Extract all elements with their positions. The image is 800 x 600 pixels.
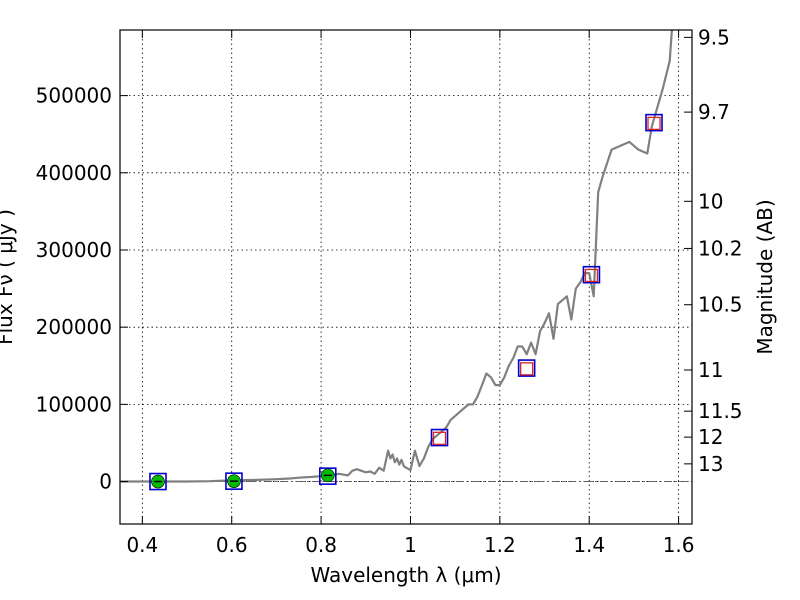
y-axis-label: Flux Fν ( μJy ) xyxy=(0,209,17,345)
x-tick-label: 1 xyxy=(404,533,417,557)
model-square xyxy=(318,467,337,485)
y-tick-label: 200000 xyxy=(36,315,112,339)
model-square xyxy=(582,265,601,284)
y-tick-label: 100000 xyxy=(36,392,112,416)
y2-tick-label: 13 xyxy=(698,452,723,476)
plot-frame xyxy=(119,29,693,525)
tick-labels: 0.4 0.6 0.8 1 1.2 1.4 1.6 0 100000 200000 300000 40… xyxy=(36,25,743,557)
upper-limit-square xyxy=(584,268,599,283)
model-square xyxy=(517,359,536,377)
y-tick-label: 0 xyxy=(99,470,112,494)
model-square xyxy=(149,472,167,491)
y2-tick-label: 10.2 xyxy=(698,236,743,260)
x-axis-label: Wavelength λ (μm) xyxy=(310,563,501,587)
model-square xyxy=(430,428,449,447)
x-tick-label: 1.4 xyxy=(573,533,605,557)
x-tick-label: 0.4 xyxy=(126,533,158,557)
spectrum-line xyxy=(120,30,673,483)
y-tick-label: 400000 xyxy=(36,161,112,185)
model-square xyxy=(225,472,243,490)
y2-tick-label: 10 xyxy=(698,189,723,213)
y2-axis-label: Magnitude (AB) xyxy=(753,199,777,354)
upper-limit-square xyxy=(432,431,447,445)
upper-limit-square xyxy=(647,116,661,131)
y2-tick-label: 11 xyxy=(698,358,723,382)
model-square xyxy=(645,113,663,132)
y2-tick-label: 10.5 xyxy=(698,293,743,317)
y2-tick-label: 9.7 xyxy=(698,100,730,124)
x-tick-label: 0.6 xyxy=(216,533,248,557)
ticks xyxy=(120,30,692,524)
y-tick-label: 300000 xyxy=(36,238,112,262)
y-tick-label: 500000 xyxy=(36,84,112,108)
series-layer xyxy=(120,30,673,491)
x-tick-label: 1.2 xyxy=(484,533,516,557)
upper-limit-square xyxy=(520,362,534,376)
y2-tick-label: 9.5 xyxy=(698,25,730,49)
y2-tick-label: 11.5 xyxy=(698,399,743,423)
plot-background xyxy=(120,30,692,524)
y2-tick-label: 12 xyxy=(698,425,723,449)
x-tick-label: 0.8 xyxy=(305,533,337,557)
x-tick-label: 1.6 xyxy=(663,533,695,557)
